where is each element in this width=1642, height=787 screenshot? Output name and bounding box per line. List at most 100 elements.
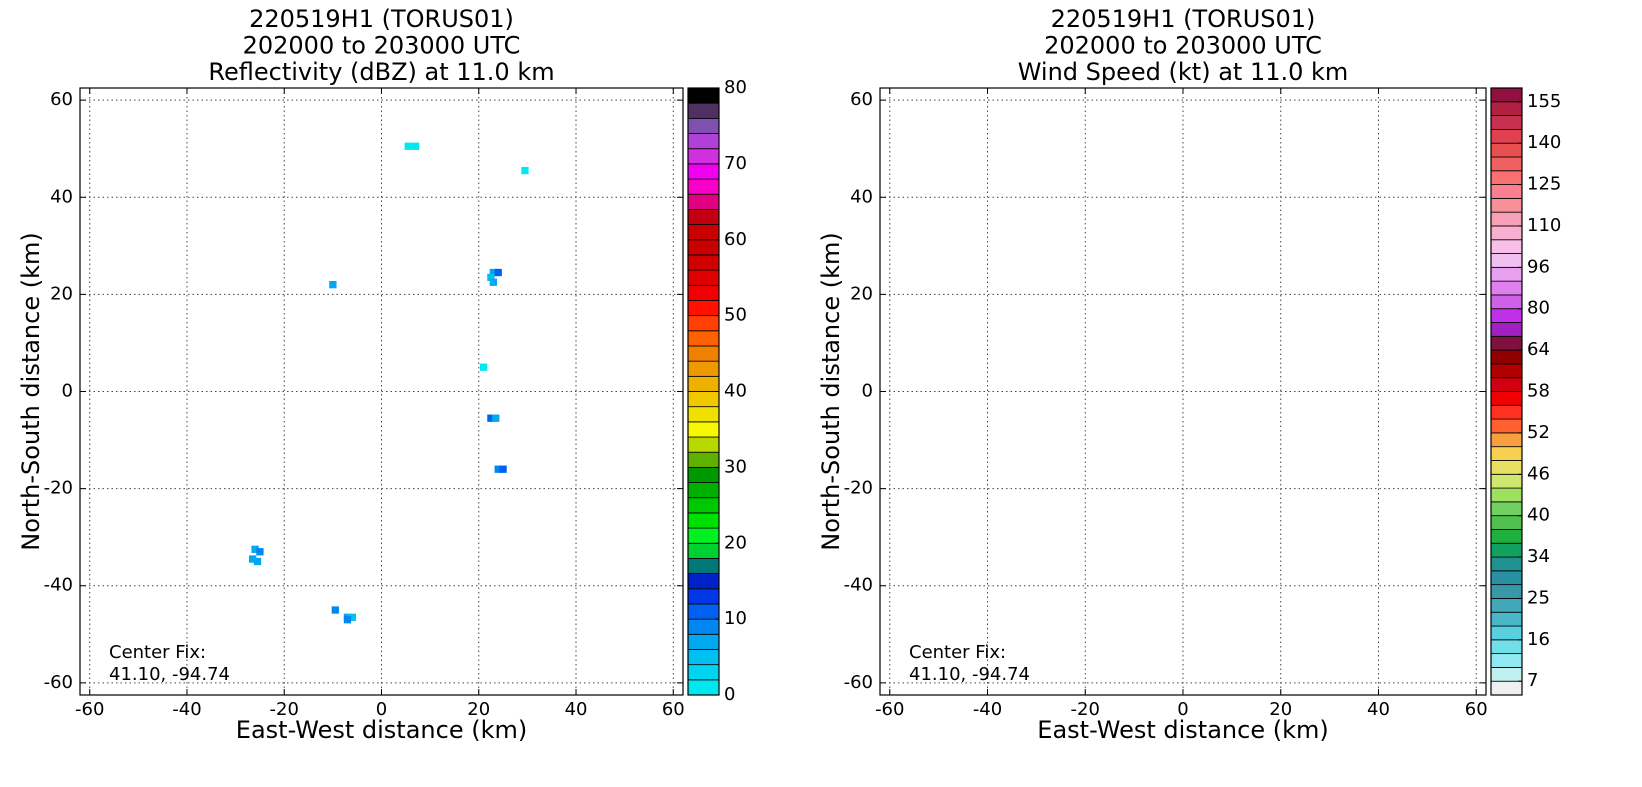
colorbar-tick-label: 58 [1527, 381, 1550, 402]
colorbar-tick-label: 16 [1527, 629, 1550, 650]
colorbar-segment [687, 618, 720, 635]
cell [411, 142, 420, 150]
x-tick-label: 20 [1269, 699, 1292, 720]
plot-frame [79, 87, 684, 696]
colorbar-segment [687, 391, 720, 408]
colorbar-tick-label: 0 [724, 684, 735, 705]
cell [492, 414, 500, 422]
colorbar-segment [687, 300, 720, 317]
chart-title: Wind Speed (kt) at 11.0 km [1018, 58, 1349, 86]
plot-frame [879, 87, 1487, 696]
colorbar-tick-label: 96 [1527, 256, 1550, 277]
colorbar-segment [687, 436, 720, 453]
colorbar-segment [687, 482, 720, 499]
colorbar-tick-label: 7 [1527, 670, 1538, 691]
annotation: 41.10, -94.74 [109, 664, 230, 685]
colorbar-segment [1490, 570, 1523, 586]
cell [256, 548, 264, 556]
colorbar-segment [1490, 404, 1523, 420]
y-tick-label: 0 [862, 381, 873, 402]
colorbar-segment [687, 406, 720, 423]
colorbar-tick-label: 64 [1527, 339, 1550, 360]
colorbar-segment [1490, 432, 1523, 448]
x-axis-label: East-West distance (km) [236, 716, 527, 744]
cell [499, 465, 507, 473]
x-tick-label: -60 [875, 699, 904, 720]
cell [329, 281, 337, 289]
cell [248, 555, 257, 563]
annotation: Center Fix: [109, 642, 206, 663]
colorbar-tick-label: 40 [1527, 505, 1550, 526]
colorbar-segment [1490, 639, 1523, 655]
colorbar-tick-label: 10 [724, 608, 747, 629]
colorbar-segment [687, 193, 720, 210]
x-tick-label: 20 [467, 699, 490, 720]
colorbar-segment [687, 375, 720, 392]
colorbar-segment [1490, 184, 1523, 199]
colorbar-segment [1490, 266, 1523, 282]
cell [251, 545, 259, 553]
cell [489, 268, 497, 277]
colorbar-segment [1490, 253, 1523, 268]
colorbar-tick-label: 50 [724, 305, 747, 326]
colorbar-tick-label: 80 [1527, 298, 1550, 319]
colorbar-segment [687, 163, 720, 180]
colorbar-segment [687, 208, 720, 225]
colorbar-tick-label: 80 [724, 77, 747, 98]
colorbar-segment [1490, 197, 1523, 213]
colorbar-segment [1490, 377, 1523, 392]
colorbar-segment [687, 360, 720, 377]
cell [494, 465, 502, 473]
y-axis-label: North-South distance (km) [17, 232, 45, 551]
colorbar-segment [687, 527, 720, 544]
colorbar-segment [1490, 625, 1523, 641]
colorbar-segment [687, 133, 720, 150]
annotation: Center Fix: [909, 642, 1006, 663]
colorbar-segment [1490, 515, 1523, 530]
cell [487, 273, 495, 282]
colorbar-tick-label: 60 [724, 229, 747, 250]
colorbar-segment [1490, 322, 1523, 337]
cell [348, 613, 356, 621]
colorbar-tick-label: 125 [1527, 174, 1561, 195]
colorbar-segment [687, 330, 720, 347]
colorbar-tick-label: 140 [1527, 132, 1561, 153]
colorbar-segment [687, 178, 720, 195]
y-tick-label: 20 [850, 283, 873, 304]
colorbar-segment [687, 451, 720, 468]
colorbar-tick-label: 46 [1527, 463, 1550, 484]
colorbar-segment [687, 224, 720, 241]
colorbar-tick-label: 30 [724, 456, 747, 477]
colorbar-segment [1490, 308, 1523, 323]
colorbar-tick-label: 110 [1527, 215, 1561, 236]
x-tick-label: 60 [662, 699, 685, 720]
x-tick-label: 0 [376, 699, 387, 720]
colorbar-tick-label: 70 [724, 153, 747, 174]
x-axis-label: East-West distance (km) [1037, 716, 1328, 744]
cell [489, 278, 497, 286]
cell [521, 166, 529, 175]
y-tick-label: -60 [44, 672, 73, 693]
colorbar-segment [1490, 335, 1523, 351]
cell [479, 363, 488, 371]
colorbar-segment [1490, 170, 1523, 185]
y-axis-label: North-South distance (km) [817, 232, 845, 551]
y-tick-label: 40 [850, 186, 873, 207]
colorbar-segment [687, 649, 720, 666]
colorbar-segment [1490, 211, 1523, 227]
chart-title: 220519H1 (TORUS01) [1051, 5, 1316, 33]
colorbar-segment [1490, 128, 1523, 144]
chart-title: 202000 to 203000 UTC [1044, 32, 1322, 60]
colorbar-segment [687, 603, 720, 620]
colorbar-segment [1490, 611, 1523, 627]
cell [487, 414, 495, 422]
colorbar-segment [1490, 87, 1523, 103]
y-tick-label: 0 [62, 381, 73, 402]
colorbar-tick-label: 155 [1527, 91, 1561, 112]
colorbar-segment [1490, 446, 1523, 461]
cell [343, 616, 352, 624]
colorbar-segment [687, 633, 720, 650]
colorbar-segment [687, 315, 720, 332]
colorbar-segment [1490, 363, 1523, 379]
colorbar-segment [1490, 556, 1523, 572]
